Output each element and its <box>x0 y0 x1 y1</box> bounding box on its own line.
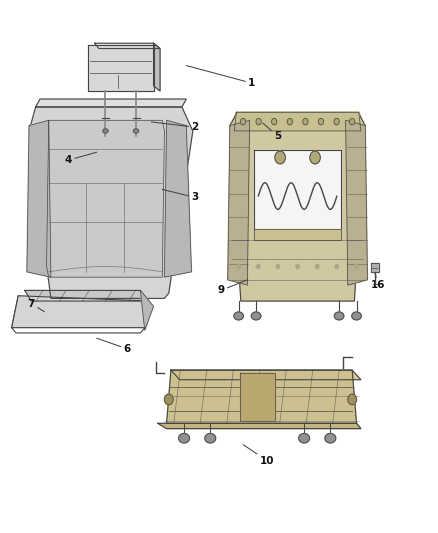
Circle shape <box>335 264 339 269</box>
Circle shape <box>303 118 308 125</box>
Polygon shape <box>88 45 153 91</box>
Circle shape <box>315 264 319 269</box>
Ellipse shape <box>234 312 244 320</box>
Polygon shape <box>166 370 357 423</box>
Text: 7: 7 <box>28 298 44 312</box>
Polygon shape <box>171 370 361 379</box>
Ellipse shape <box>334 312 344 320</box>
Circle shape <box>287 118 293 125</box>
Circle shape <box>350 118 355 125</box>
Polygon shape <box>254 150 341 232</box>
Polygon shape <box>230 112 365 301</box>
Text: 10: 10 <box>243 445 274 465</box>
Polygon shape <box>228 120 250 285</box>
Polygon shape <box>141 290 153 330</box>
Ellipse shape <box>251 312 261 320</box>
Circle shape <box>276 264 280 269</box>
Circle shape <box>256 118 261 125</box>
Polygon shape <box>35 99 186 107</box>
Text: 9: 9 <box>218 280 247 295</box>
Polygon shape <box>27 120 51 277</box>
Polygon shape <box>158 423 361 429</box>
Ellipse shape <box>179 433 190 443</box>
Polygon shape <box>234 112 361 131</box>
Polygon shape <box>240 373 275 421</box>
Polygon shape <box>254 229 341 240</box>
Polygon shape <box>371 263 379 272</box>
Polygon shape <box>164 120 191 277</box>
Ellipse shape <box>299 433 310 443</box>
Circle shape <box>355 264 358 269</box>
Circle shape <box>310 151 320 164</box>
Text: 16: 16 <box>371 265 385 290</box>
Text: 3: 3 <box>162 189 198 203</box>
Ellipse shape <box>205 433 216 443</box>
Text: 4: 4 <box>65 152 97 165</box>
Polygon shape <box>153 43 160 91</box>
Polygon shape <box>12 296 149 328</box>
Polygon shape <box>95 43 160 49</box>
Text: 8: 8 <box>245 375 264 391</box>
Text: 1: 1 <box>186 66 255 88</box>
Circle shape <box>275 151 286 164</box>
Text: 5: 5 <box>263 123 282 141</box>
Polygon shape <box>46 120 164 277</box>
Polygon shape <box>25 290 149 301</box>
Circle shape <box>164 394 173 405</box>
Ellipse shape <box>134 129 139 133</box>
Text: 2: 2 <box>151 122 198 132</box>
Ellipse shape <box>352 312 361 320</box>
Text: 6: 6 <box>97 338 131 354</box>
Circle shape <box>257 264 260 269</box>
Circle shape <box>334 118 339 125</box>
Polygon shape <box>29 107 193 298</box>
Circle shape <box>348 394 357 405</box>
Circle shape <box>296 264 299 269</box>
Circle shape <box>318 118 324 125</box>
Circle shape <box>272 118 277 125</box>
Polygon shape <box>346 120 367 285</box>
Circle shape <box>237 264 240 269</box>
Ellipse shape <box>103 129 108 133</box>
Ellipse shape <box>325 433 336 443</box>
Circle shape <box>240 118 246 125</box>
